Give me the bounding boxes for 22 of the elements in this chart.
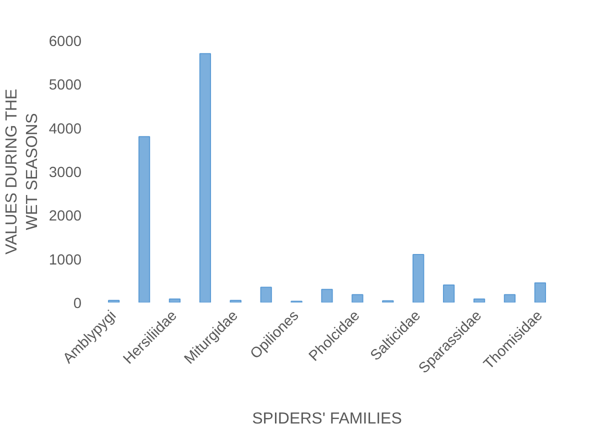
bar <box>138 136 150 302</box>
bar <box>108 300 120 302</box>
bar <box>321 288 333 302</box>
bar <box>352 294 364 302</box>
y-tick-label: 0 <box>73 296 82 312</box>
x-axis-title: SPIDERS' FAMILIES <box>252 410 402 428</box>
y-tick-label: 4000 <box>48 121 82 138</box>
y-tick-label: 6000 <box>48 34 82 50</box>
bar <box>442 284 455 302</box>
bar <box>473 298 486 302</box>
bar <box>230 300 242 302</box>
bar <box>412 254 424 302</box>
y-axis-title: VALUES DURING THE WET SEASONS <box>3 88 41 254</box>
y-tick-label: 1000 <box>48 252 82 268</box>
bar <box>260 286 272 302</box>
y-tick-label: 5000 <box>48 78 82 94</box>
y-tick-label: 3000 <box>48 165 82 181</box>
bar <box>168 298 181 302</box>
bar <box>534 282 546 302</box>
y-tick-label: 2000 <box>48 208 82 225</box>
bar <box>199 53 212 302</box>
bar <box>504 294 516 302</box>
